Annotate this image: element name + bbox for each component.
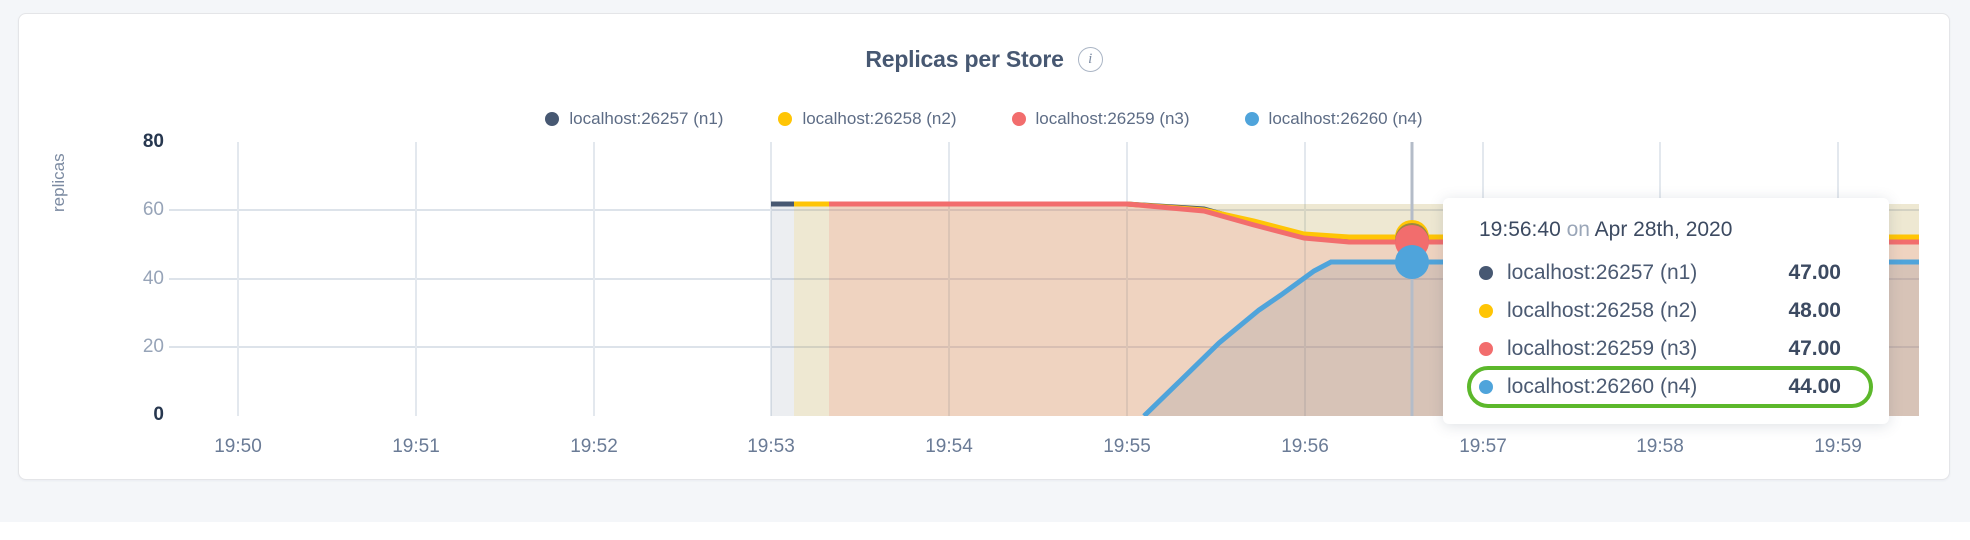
x-tick-3: 19:53: [747, 436, 795, 457]
tooltip-label-n2: localhost:26258 (n2): [1507, 299, 1698, 322]
y-tick-40: 40: [142, 268, 164, 289]
tooltip-label-n4: localhost:26260 (n4): [1507, 375, 1698, 398]
legend-color-dot-n4: [1244, 112, 1259, 126]
tooltip-date: Apr 28th, 2020: [1594, 218, 1733, 241]
chart-legend: localhost:26257 (n1) localhost:26258 (n2…: [19, 109, 1949, 129]
tooltip-time: 19:56:40: [1479, 218, 1561, 241]
y-tick-60: 60: [142, 199, 164, 220]
x-tick-4: 19:54: [925, 436, 973, 457]
x-tick-5: 19:55: [1103, 436, 1151, 457]
x-tick-0: 19:50: [214, 436, 262, 457]
hover-dot-n4: [1395, 245, 1429, 279]
legend-color-dot-n2: [778, 112, 793, 126]
hover-tooltip: 19:56:40 on Apr 28th, 2020 localhost:262…: [1443, 198, 1889, 424]
legend-item-n3[interactable]: localhost:26259 (n3): [1011, 109, 1190, 129]
hover-dot-n1: [1395, 223, 1429, 257]
tooltip-value-n4: 44.00: [1788, 375, 1841, 398]
tooltip-color-dot-n1: [1479, 266, 1493, 280]
legend-label-n3: localhost:26259 (n3): [1035, 109, 1190, 128]
hover-dot-n3: [1395, 225, 1429, 259]
chart-header: Replicas per Store i: [19, 46, 1949, 73]
tooltip-color-dot-n3: [1479, 342, 1493, 356]
y-axis-ticks: 80 60 40 20 0: [79, 14, 164, 481]
tooltip-row-n3: localhost:26259 (n3) 47.00: [1469, 330, 1863, 368]
tooltip-color-dot-n2: [1479, 304, 1493, 318]
tooltip-header: 19:56:40 on Apr 28th, 2020: [1479, 218, 1863, 242]
tooltip-label-n3: localhost:26259 (n3): [1507, 337, 1698, 360]
x-tick-9: 19:59: [1814, 436, 1862, 457]
x-tick-2: 19:52: [570, 436, 618, 457]
legend-label-n2: localhost:26258 (n2): [802, 109, 957, 128]
tooltip-value-n1: 47.00: [1788, 261, 1841, 284]
x-tick-1: 19:51: [392, 436, 440, 457]
tooltip-row-n2: localhost:26258 (n2) 48.00: [1469, 292, 1863, 330]
legend-color-dot-n1: [545, 112, 560, 126]
legend-color-dot-n3: [1011, 112, 1026, 126]
x-tick-6: 19:56: [1281, 436, 1329, 457]
legend-item-n4[interactable]: localhost:26260 (n4): [1244, 109, 1423, 129]
tooltip-color-dot-n4: [1479, 380, 1493, 394]
tooltip-row-n1: localhost:26257 (n1) 47.00: [1469, 254, 1863, 292]
legend-item-n2[interactable]: localhost:26258 (n2): [778, 109, 957, 129]
x-tick-7: 19:57: [1459, 436, 1507, 457]
y-tick-80: 80: [142, 131, 164, 152]
tooltip-label-n1: localhost:26257 (n1): [1507, 261, 1698, 284]
x-tick-8: 19:58: [1636, 436, 1684, 457]
legend-label-n4: localhost:26260 (n4): [1268, 109, 1423, 128]
tooltip-on-word: on: [1566, 218, 1590, 241]
legend-label-n1: localhost:26257 (n1): [569, 109, 724, 128]
y-tick-0: 0: [153, 404, 164, 425]
page-title: Replicas per Store: [865, 46, 1064, 72]
tooltip-value-n2: 48.00: [1788, 299, 1841, 322]
info-icon[interactable]: i: [1077, 47, 1103, 72]
tooltip-row-n4: localhost:26260 (n4) 44.00: [1467, 366, 1873, 408]
y-axis-label: replicas: [49, 153, 68, 212]
legend-item-n1[interactable]: localhost:26257 (n1): [545, 109, 723, 129]
replicas-per-store-card: Replicas per Store i localhost:26257 (n1…: [18, 13, 1950, 480]
hover-dot-n2: [1395, 220, 1429, 254]
y-tick-20: 20: [142, 336, 164, 357]
tooltip-value-n3: 47.00: [1788, 337, 1841, 360]
